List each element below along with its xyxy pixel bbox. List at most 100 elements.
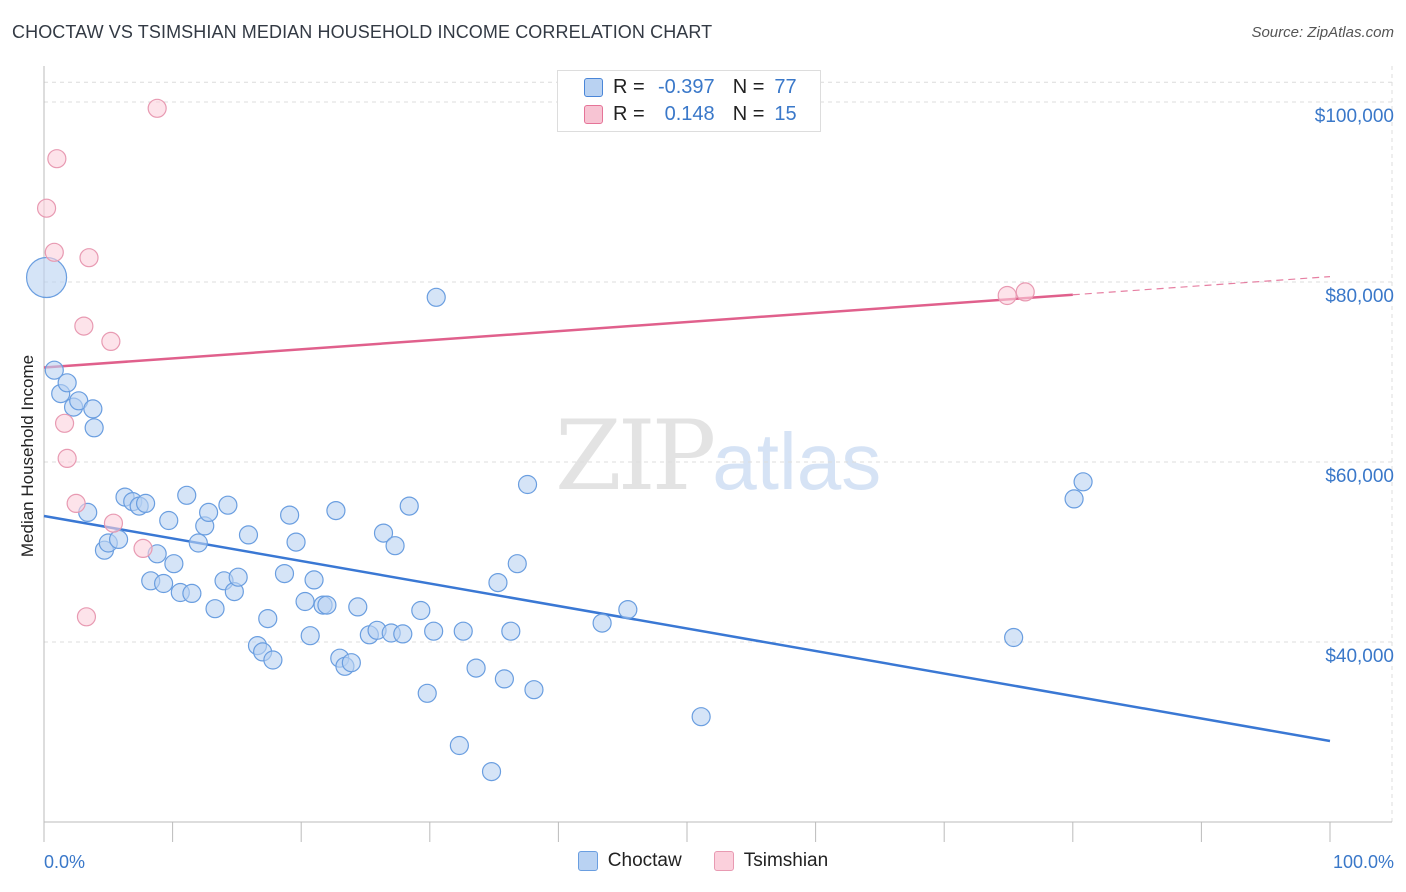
point-choctaw-24: [188, 533, 208, 553]
point-tsimshian-4: [57, 448, 77, 468]
point-choctaw-66: [494, 669, 514, 689]
x-tick-label-max: 100.0%: [1332, 852, 1394, 872]
point-choctaw-7: [84, 418, 104, 438]
axes: [43, 66, 1392, 842]
point-choctaw-63: [466, 658, 486, 678]
y-tick-label-60000: $60,000: [1325, 466, 1394, 487]
trend-lines: [43, 276, 1331, 743]
point-choctaw-75: [1064, 489, 1084, 509]
legend-r-label: R =: [613, 75, 645, 98]
point-choctaw-59: [424, 621, 444, 641]
point-tsimshian-0: [36, 198, 57, 218]
point-choctaw-38: [280, 505, 300, 525]
x-tick-label-min: 0.0%: [44, 852, 86, 872]
series-label-choctaw: Choctaw: [607, 850, 682, 871]
point-choctaw-56: [399, 496, 419, 516]
point-choctaw-18: [153, 573, 174, 594]
source-note: Source: ZipAtlas.com: [1251, 24, 1394, 41]
series-legend-choctaw[interactable]: Choctaw: [577, 850, 682, 872]
data-points: [25, 98, 1093, 782]
point-choctaw-42: [304, 570, 324, 590]
legend-r-label: R =: [613, 102, 645, 125]
point-choctaw-45: [326, 501, 346, 521]
series-legend-tsimshian[interactable]: Tsimshian: [713, 850, 829, 872]
point-choctaw-31: [228, 567, 248, 587]
legend-r-value-tsimshian: 0.148: [664, 102, 715, 125]
point-choctaw-37: [274, 563, 295, 584]
legend-n-value-tsimshian: 15: [774, 102, 797, 125]
point-choctaw-20: [164, 554, 184, 574]
watermark-zip: ZIP: [555, 400, 716, 512]
point-tsimshian-1: [44, 242, 64, 262]
point-tsimshian-6: [74, 316, 94, 336]
point-tsimshian-7: [76, 607, 97, 627]
point-choctaw-54: [385, 536, 405, 556]
point-choctaw-22: [177, 485, 197, 505]
point-choctaw-6: [83, 399, 103, 419]
point-choctaw-74: [1004, 627, 1024, 648]
point-tsimshian-13: [997, 285, 1017, 306]
point-choctaw-23: [182, 583, 202, 604]
point-choctaw-15: [135, 493, 156, 513]
point-choctaw-76: [1073, 472, 1093, 492]
legend-row-choctaw: R = -0.397 N = 77: [584, 75, 797, 99]
point-choctaw-35: [258, 608, 278, 629]
y-tick-label-100000: $100,000: [1314, 106, 1394, 127]
point-choctaw-27: [205, 599, 225, 619]
point-tsimshian-14: [1015, 282, 1035, 302]
point-choctaw-68: [507, 554, 527, 574]
point-choctaw-29: [218, 495, 238, 515]
point-tsimshian-5: [66, 493, 86, 513]
series-swatch-choctaw: [577, 851, 598, 871]
point-choctaw-39: [286, 532, 306, 552]
point-choctaw-52: [373, 523, 394, 543]
point-choctaw-26: [199, 502, 219, 523]
y-axis-label: Median Household Income: [18, 354, 37, 558]
correlation-legend: R = -0.397 N = 77 R = 0.148 N = 15: [557, 70, 821, 132]
point-choctaw-64: [481, 761, 502, 782]
gridlines: [44, 66, 1393, 822]
legend-swatch-choctaw: [584, 77, 603, 97]
point-choctaw-62: [453, 621, 473, 641]
point-choctaw-57: [411, 600, 431, 621]
point-choctaw-65: [488, 572, 508, 593]
point-choctaw-61: [449, 735, 469, 756]
point-choctaw-0: [25, 256, 68, 299]
point-choctaw-11: [108, 529, 129, 550]
point-choctaw-1: [44, 360, 64, 380]
series-legend: Choctaw Tsimshian: [0, 850, 1406, 872]
trend-line-choctaw: [43, 514, 1331, 743]
point-choctaw-67: [501, 621, 521, 641]
point-choctaw-41: [300, 626, 320, 646]
point-choctaw-3: [57, 373, 77, 393]
legend-r-value-choctaw: -0.397: [657, 75, 715, 98]
legend-n-value-choctaw: 77: [774, 75, 797, 98]
point-choctaw-72: [618, 599, 638, 620]
point-choctaw-58: [417, 683, 437, 703]
point-tsimshian-9: [101, 331, 121, 351]
series-label-tsimshian: Tsimshian: [743, 850, 829, 871]
point-tsimshian-2: [47, 149, 67, 169]
chart-title: CHOCTAW VS TSIMSHIAN MEDIAN HOUSEHOLD IN…: [12, 22, 713, 42]
legend-n-label: N =: [732, 75, 765, 98]
point-choctaw-70: [524, 680, 544, 700]
point-choctaw-73: [691, 707, 711, 727]
point-choctaw-69: [517, 474, 538, 495]
trend-line-tsimshian-extension: [1072, 276, 1331, 296]
point-choctaw-40: [295, 591, 315, 612]
point-choctaw-36: [263, 650, 283, 670]
point-tsimshian-8: [79, 248, 99, 268]
y-tick-label-80000: $80,000: [1325, 286, 1394, 307]
point-tsimshian-10: [103, 513, 124, 533]
point-tsimshian-3: [54, 413, 75, 433]
series-swatch-tsimshian: [713, 851, 734, 871]
point-choctaw-44: [317, 595, 337, 615]
point-choctaw-71: [592, 613, 612, 633]
point-tsimshian-11: [133, 538, 153, 559]
trend-line-tsimshian: [43, 293, 1073, 369]
point-choctaw-55: [393, 624, 413, 644]
point-choctaw-19: [159, 510, 179, 531]
legend-row-tsimshian: R = 0.148 N = 15: [584, 102, 797, 126]
point-choctaw-32: [238, 525, 259, 545]
